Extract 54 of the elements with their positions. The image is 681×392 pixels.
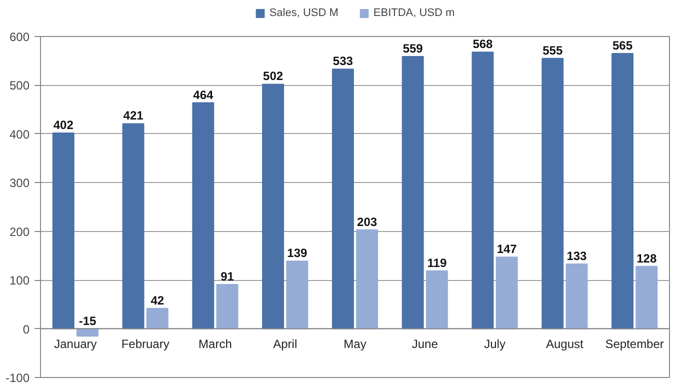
y-tick-label: 200 — [9, 224, 30, 239]
bar — [52, 132, 74, 330]
data-label: 133 — [566, 248, 588, 263]
data-label: 402 — [53, 118, 74, 132]
y-tick-label: 400 — [9, 127, 30, 142]
y-tick-label: -100 — [5, 371, 30, 385]
bar — [262, 84, 284, 330]
data-label: 533 — [332, 54, 354, 68]
y-tick-label: 100 — [9, 274, 30, 288]
data-label: 565 — [612, 38, 633, 53]
data-label: 147 — [496, 242, 518, 256]
x-tick-label: June — [412, 336, 438, 351]
bar — [496, 256, 518, 330]
data-label: 464 — [193, 88, 214, 102]
x-tick-label: May — [344, 336, 366, 351]
data-label: 203 — [357, 214, 378, 229]
bar — [192, 102, 214, 330]
data-label: 139 — [287, 246, 308, 260]
bar — [542, 58, 564, 330]
data-label: 555 — [542, 43, 563, 58]
data-label: 502 — [263, 69, 284, 84]
y-tick-label: 500 — [9, 78, 30, 93]
x-tick-label: August — [546, 336, 584, 351]
y-tick-label: 0 — [22, 322, 30, 336]
x-tick-label: January — [54, 336, 97, 351]
bar — [216, 284, 238, 330]
data-label: 128 — [636, 251, 657, 266]
bar — [356, 229, 378, 330]
data-label: 568 — [472, 37, 494, 52]
data-label: 119 — [427, 256, 447, 270]
bar — [612, 53, 634, 330]
bar — [146, 308, 168, 330]
legend-label: Sales, USD M — [269, 7, 338, 19]
x-tick-label: July — [484, 336, 506, 351]
data-label: 91 — [220, 269, 234, 284]
data-label: 559 — [402, 41, 424, 56]
bar — [402, 56, 424, 330]
bar — [286, 260, 308, 330]
data-label: -15 — [78, 314, 96, 328]
data-label: 42 — [150, 293, 164, 308]
x-tick-label: March — [198, 336, 232, 351]
bar — [472, 52, 494, 330]
bar — [566, 263, 588, 330]
x-tick-label: April — [273, 336, 298, 351]
y-tick-label: 300 — [9, 176, 30, 190]
bar — [636, 266, 658, 330]
bar — [122, 123, 144, 330]
data-label: 421 — [123, 108, 144, 123]
bar — [426, 270, 448, 330]
x-tick-label: September — [605, 336, 664, 351]
x-tick-label: February — [121, 336, 170, 351]
bar — [332, 68, 354, 330]
y-tick-label: 600 — [9, 30, 30, 44]
legend-label: EBITDA, USD m — [373, 7, 455, 19]
